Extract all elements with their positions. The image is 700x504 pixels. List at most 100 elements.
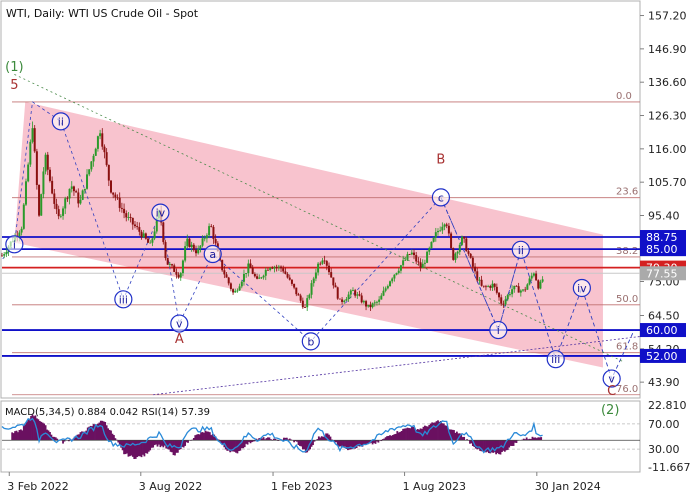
candle-body <box>247 264 249 273</box>
candle-body <box>363 301 365 302</box>
candle-body <box>71 186 73 188</box>
candle-body <box>339 299 341 300</box>
candle-body <box>287 274 289 278</box>
candle-body <box>361 295 363 302</box>
candle-body <box>60 216 62 217</box>
candle-body <box>252 268 254 274</box>
candle-body <box>404 260 406 261</box>
macd-bar <box>540 437 542 440</box>
candle-body <box>321 261 323 264</box>
candle-body <box>132 218 134 225</box>
candle-body <box>149 243 151 244</box>
candle-body <box>369 305 371 307</box>
candle-body <box>273 267 275 268</box>
macd-bar <box>463 437 465 440</box>
candle-body <box>138 227 140 232</box>
candle-body <box>121 208 123 209</box>
candle-body <box>319 264 321 265</box>
candle-body <box>117 197 119 198</box>
candle-body <box>378 300 380 302</box>
candle-body <box>232 289 234 292</box>
candle-body <box>291 280 293 284</box>
candle-body <box>258 278 260 279</box>
candle-body <box>289 278 291 280</box>
fib-level-label: 38.2 <box>616 246 638 257</box>
wave-label: B <box>436 152 445 167</box>
chart-title: WTI, Daily: WTI US Crude Oil - Spot <box>6 7 199 20</box>
candle-body <box>511 289 513 294</box>
wave-label: iii <box>119 293 128 306</box>
candle-body <box>241 282 243 287</box>
candle-body <box>234 291 236 293</box>
candle-body <box>380 296 382 300</box>
wave-label: iv <box>156 207 166 220</box>
candle-body <box>457 252 459 254</box>
candle-body <box>507 295 509 299</box>
candle-body <box>143 233 145 237</box>
candle-body <box>77 192 79 203</box>
candle-body <box>51 181 53 194</box>
price-box-label: 85.00 <box>646 243 678 256</box>
candle-body <box>315 273 317 279</box>
candle-body <box>101 133 103 146</box>
candle-body <box>95 149 97 156</box>
candle-body <box>265 270 267 276</box>
candle-body <box>103 147 105 153</box>
candle-body <box>341 299 343 301</box>
candle-body <box>42 171 44 194</box>
candle-body <box>531 276 533 279</box>
fib-level-label: 50.0 <box>616 294 638 305</box>
wave-label: iv <box>577 282 587 295</box>
wave-label: c <box>438 191 444 204</box>
wave-label: v <box>176 318 183 331</box>
candle-body <box>533 273 535 275</box>
candle-body <box>374 302 376 303</box>
candle-body <box>500 297 502 303</box>
candle-body <box>302 301 304 308</box>
candle-body <box>409 254 411 255</box>
candle-body <box>446 224 448 225</box>
candle-body <box>90 161 92 169</box>
candle-body <box>27 165 29 182</box>
candle-body <box>184 246 186 260</box>
candle-body <box>441 227 443 231</box>
candle-body <box>243 274 245 282</box>
price-axis-label: 95.40 <box>648 210 680 223</box>
candle-body <box>58 209 60 216</box>
candle-body <box>476 271 478 280</box>
candle-body <box>284 271 286 274</box>
candle-body <box>478 280 480 281</box>
candle-body <box>376 302 378 303</box>
indicator-axis-label: 70.00 <box>648 418 680 431</box>
candle-body <box>199 246 201 249</box>
candle-body <box>359 294 361 295</box>
candle-body <box>420 262 422 268</box>
candle-body <box>433 238 435 242</box>
candle-body <box>123 209 125 213</box>
candle-body <box>396 273 398 275</box>
candle-body <box>352 290 354 291</box>
candle-body <box>45 155 47 172</box>
candle-body <box>21 229 23 233</box>
candle-body <box>439 230 441 231</box>
candle-body <box>3 254 5 256</box>
candle-body <box>175 272 177 275</box>
candle-body <box>354 290 356 295</box>
candle-body <box>454 254 456 260</box>
candle-body <box>444 224 446 226</box>
candle-body <box>49 170 51 181</box>
candle-body <box>382 291 384 296</box>
candle-body <box>470 254 472 258</box>
candle-body <box>180 273 182 277</box>
candle-body <box>337 287 339 298</box>
candle-body <box>537 280 539 288</box>
candle-body <box>520 291 522 293</box>
candle-body <box>47 155 49 170</box>
candle-body <box>178 275 180 278</box>
candle-body <box>387 286 389 288</box>
candle-body <box>295 288 297 295</box>
candle-body <box>411 253 413 255</box>
candle-body <box>372 303 374 307</box>
